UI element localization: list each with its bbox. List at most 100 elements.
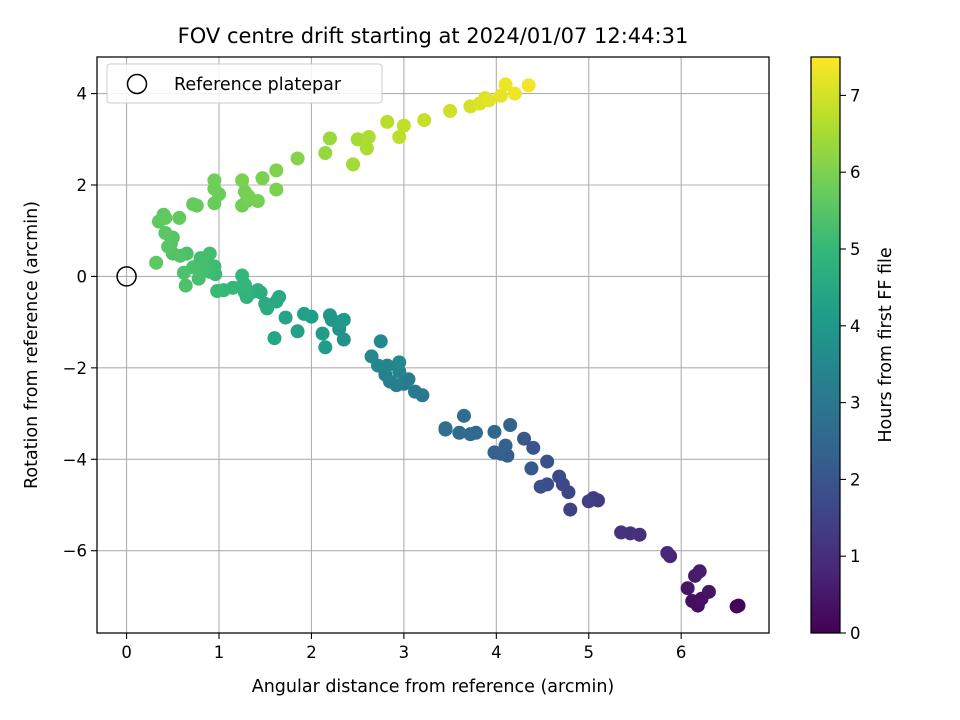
scatter-point <box>581 494 596 509</box>
scatter-point <box>207 173 222 188</box>
scatter-point <box>438 422 453 437</box>
scatter-point <box>359 141 374 156</box>
scatter-point <box>172 210 187 225</box>
scatter-point <box>392 355 407 370</box>
scatter-point <box>407 384 422 399</box>
y-tick-label: 0 <box>77 267 88 286</box>
legend-box <box>106 63 383 104</box>
scatter-point <box>346 157 361 172</box>
plot-frame <box>96 56 770 634</box>
x-axis-ticks: 0 1 2 3 4 5 6 <box>121 633 686 662</box>
colorbar-tick-label: 7 <box>850 86 861 105</box>
scatter-point <box>701 584 716 599</box>
scatter-point <box>533 479 548 494</box>
scatter-point <box>614 525 629 540</box>
scatter-point <box>297 306 312 321</box>
colorbar-tick-label: 2 <box>850 470 861 489</box>
y-tick-label: −6 <box>63 542 87 561</box>
scatter-point <box>336 332 351 347</box>
scatter-point <box>524 461 539 476</box>
colorbar-tick-label: 1 <box>850 547 861 566</box>
scatter-point <box>290 324 305 339</box>
y-axis-ticks: −6 −4 −2 0 2 4 <box>63 85 97 561</box>
colorbar-tick-label: 4 <box>850 317 861 336</box>
scatter-point <box>481 93 496 108</box>
scatter-point <box>380 114 395 129</box>
colorbar-gradient <box>811 57 840 633</box>
scatter-point <box>161 239 176 254</box>
legend: Reference platepar <box>106 63 383 104</box>
x-tick-label: 3 <box>399 643 410 662</box>
scatter-point <box>267 331 282 346</box>
y-axis-label: Rotation from reference (arcmin) <box>22 201 42 489</box>
colorbar-frame <box>810 56 841 634</box>
scatter-point <box>463 427 478 442</box>
scatter-point <box>680 581 695 596</box>
scatter-point <box>322 131 337 146</box>
scatter-point <box>158 226 173 240</box>
scatter-point <box>692 564 707 579</box>
chart-title: FOV centre drift starting at 2024/01/07 … <box>178 24 689 48</box>
scatter-point <box>417 113 432 128</box>
scatter-point <box>660 546 675 560</box>
x-tick-label: 1 <box>214 643 225 662</box>
scatter-points <box>149 77 746 614</box>
scatter-point <box>315 326 330 341</box>
y-tick-label: 4 <box>77 85 88 104</box>
colorbar-tick-label: 6 <box>850 163 861 182</box>
scatter-point <box>563 502 578 517</box>
scatter-point <box>396 118 411 133</box>
plot-area: 0 1 2 3 4 5 6 −6 −4 −2 0 2 4 Reference platepar <box>63 56 770 662</box>
colorbar-label: Hours from first FF file <box>876 247 896 442</box>
scatter-point <box>318 146 333 160</box>
scatter-point <box>255 171 270 186</box>
scatter-point <box>269 182 284 197</box>
scatter-point <box>373 334 388 349</box>
legend-marker-reference <box>126 73 148 95</box>
legend-label-reference: Reference platepar <box>174 75 342 95</box>
scatter-point <box>235 173 250 188</box>
colorbar: 0 1 2 3 4 5 6 7 Hours from first FF file <box>810 56 896 643</box>
grid <box>97 57 769 633</box>
x-tick-label: 0 <box>121 643 132 662</box>
y-tick-label: 2 <box>77 176 88 195</box>
scatter-point <box>526 440 541 455</box>
scatter-point <box>176 265 191 280</box>
reference-platepar-marker <box>116 266 137 287</box>
x-tick-label: 5 <box>584 643 595 662</box>
colorbar-tick-label: 0 <box>850 624 861 643</box>
scatter-point <box>540 454 555 469</box>
scatter-point <box>149 255 164 270</box>
scatter-point <box>503 418 518 432</box>
scatter-point <box>272 290 287 304</box>
y-tick-label: −4 <box>63 450 87 469</box>
colorbar-ticks: 0 1 2 3 4 5 6 7 <box>840 86 861 643</box>
scatter-point <box>552 469 567 484</box>
scatter-point <box>158 210 173 225</box>
scatter-point <box>318 340 333 355</box>
scatter-point <box>189 198 204 213</box>
scatter-point <box>336 312 351 327</box>
scatter-point <box>191 271 206 286</box>
y-tick-label: −2 <box>63 359 87 378</box>
scatter-point <box>250 194 265 208</box>
scatter-point <box>507 86 522 101</box>
scatter-point <box>269 163 284 178</box>
plot-background <box>97 57 769 633</box>
scatter-point <box>456 408 471 423</box>
scatter-point <box>729 599 744 614</box>
scatter-point <box>210 284 225 299</box>
scatter-point <box>521 78 536 93</box>
scatter-point <box>278 310 293 325</box>
colorbar-tick-label: 3 <box>850 394 861 413</box>
scatter-point <box>260 301 275 316</box>
scatter-point <box>361 130 376 144</box>
scatter-point <box>364 349 379 364</box>
x-tick-label: 6 <box>676 643 687 662</box>
scatter-point <box>487 445 502 460</box>
x-tick-label: 2 <box>306 643 317 662</box>
scatter-point <box>487 424 502 439</box>
x-axis-label: Angular distance from reference (arcmin) <box>252 677 615 697</box>
scatter-point <box>290 151 305 166</box>
